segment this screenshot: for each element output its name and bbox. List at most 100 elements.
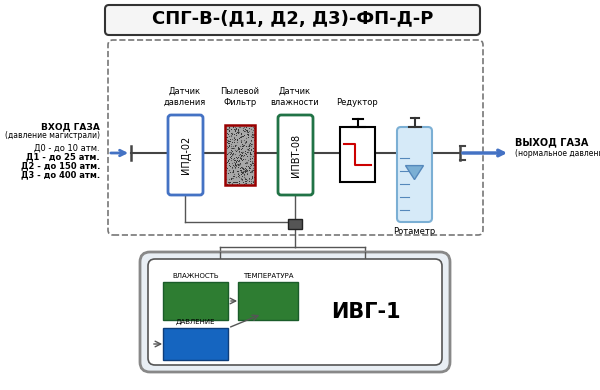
Point <box>228 169 238 175</box>
Point <box>239 128 248 134</box>
Point <box>242 142 251 149</box>
Point <box>231 174 241 181</box>
Point <box>224 149 234 155</box>
Point <box>246 143 256 149</box>
Point <box>230 161 240 168</box>
Point <box>233 163 243 170</box>
Point <box>230 161 239 167</box>
Point <box>249 158 259 164</box>
Point <box>238 177 247 183</box>
Point <box>227 145 236 151</box>
Point <box>242 159 252 165</box>
Point <box>233 127 243 133</box>
FancyBboxPatch shape <box>148 259 442 365</box>
Point <box>226 141 235 147</box>
Point <box>249 158 259 164</box>
Point <box>240 180 250 186</box>
Point <box>243 142 253 149</box>
Point <box>226 151 235 157</box>
Point <box>240 165 250 171</box>
Point <box>233 137 242 143</box>
Point <box>233 161 243 168</box>
FancyBboxPatch shape <box>105 5 480 35</box>
Point <box>236 167 246 173</box>
Point <box>224 142 233 148</box>
Point <box>224 133 234 139</box>
Point <box>224 156 233 162</box>
Point <box>232 179 242 185</box>
Point <box>227 165 236 172</box>
Point <box>225 163 235 169</box>
Point <box>234 145 244 151</box>
Point <box>236 145 246 152</box>
Point <box>242 128 252 135</box>
Point <box>248 167 257 173</box>
Point <box>238 143 248 149</box>
Point <box>241 135 251 141</box>
Point <box>238 143 247 149</box>
Point <box>239 142 248 148</box>
Point <box>221 167 231 173</box>
Point <box>238 170 247 176</box>
Point <box>230 151 240 157</box>
Point <box>226 153 236 160</box>
Point <box>241 139 251 145</box>
Point <box>229 163 239 169</box>
Point <box>245 161 255 167</box>
Point <box>244 141 253 147</box>
Point <box>248 128 257 135</box>
Point <box>248 160 257 166</box>
Point <box>245 155 255 161</box>
Point <box>239 174 249 180</box>
Point <box>234 158 244 165</box>
Point <box>221 162 231 168</box>
Point <box>232 160 242 167</box>
Point <box>221 176 231 182</box>
Point <box>245 150 255 156</box>
Point <box>221 160 231 166</box>
FancyBboxPatch shape <box>163 282 228 320</box>
Point <box>245 163 254 169</box>
Point <box>237 149 247 155</box>
Point <box>224 124 233 130</box>
Text: Д3 - до 400 атм.: Д3 - до 400 атм. <box>21 170 100 179</box>
Point <box>238 166 248 172</box>
Point <box>238 179 248 185</box>
Point <box>235 124 244 130</box>
Point <box>230 179 239 185</box>
Point <box>228 156 238 162</box>
Point <box>224 131 233 137</box>
Point <box>236 139 246 145</box>
Point <box>236 131 245 137</box>
Point <box>242 127 251 133</box>
Point <box>247 134 257 140</box>
Point <box>247 123 256 129</box>
Point <box>232 142 241 148</box>
Point <box>228 150 238 156</box>
Point <box>238 165 247 172</box>
Point <box>249 167 259 173</box>
Point <box>241 168 251 174</box>
Point <box>245 149 254 155</box>
Point <box>243 132 253 138</box>
FancyBboxPatch shape <box>168 115 203 195</box>
Point <box>230 128 240 135</box>
Point <box>248 141 257 147</box>
Point <box>230 136 239 142</box>
Point <box>247 151 256 158</box>
Point <box>239 137 248 144</box>
Point <box>239 131 249 138</box>
Point <box>244 167 254 174</box>
Point <box>240 168 250 175</box>
Point <box>224 156 233 163</box>
Point <box>241 128 250 134</box>
Point <box>247 162 256 168</box>
Point <box>242 166 251 172</box>
Point <box>230 160 240 166</box>
Point <box>221 164 231 170</box>
Point <box>245 154 254 161</box>
Point <box>232 154 242 161</box>
Point <box>249 161 259 167</box>
Polygon shape <box>406 166 424 180</box>
Point <box>245 165 255 171</box>
